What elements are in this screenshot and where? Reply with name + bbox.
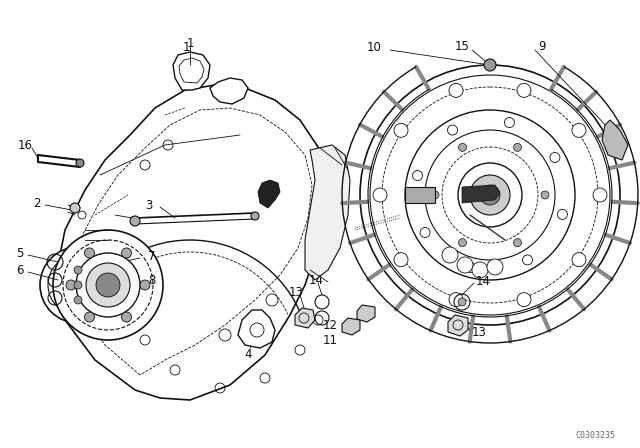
Circle shape bbox=[470, 175, 510, 215]
Circle shape bbox=[76, 159, 84, 167]
Circle shape bbox=[457, 257, 473, 273]
Text: 10: 10 bbox=[367, 40, 382, 53]
Circle shape bbox=[517, 293, 531, 306]
Circle shape bbox=[66, 280, 76, 290]
Circle shape bbox=[572, 253, 586, 267]
Polygon shape bbox=[258, 180, 280, 208]
Polygon shape bbox=[238, 310, 275, 348]
Circle shape bbox=[449, 83, 463, 97]
Circle shape bbox=[517, 83, 531, 97]
Text: 4: 4 bbox=[244, 348, 252, 361]
Circle shape bbox=[76, 253, 140, 317]
Circle shape bbox=[458, 163, 522, 227]
Text: 7: 7 bbox=[148, 250, 156, 263]
Circle shape bbox=[472, 262, 488, 278]
Circle shape bbox=[431, 191, 439, 199]
Circle shape bbox=[48, 255, 108, 315]
Text: 13: 13 bbox=[472, 326, 487, 339]
Text: 3: 3 bbox=[146, 198, 153, 211]
Circle shape bbox=[251, 212, 259, 220]
Circle shape bbox=[96, 273, 120, 297]
Text: C0303235: C0303235 bbox=[575, 431, 615, 439]
Circle shape bbox=[70, 203, 80, 213]
Circle shape bbox=[513, 239, 522, 247]
Text: 14: 14 bbox=[476, 275, 491, 288]
Polygon shape bbox=[342, 318, 360, 335]
Text: 5: 5 bbox=[16, 246, 24, 259]
Text: 8: 8 bbox=[148, 273, 156, 287]
Circle shape bbox=[122, 312, 131, 322]
Circle shape bbox=[122, 248, 131, 258]
Circle shape bbox=[572, 123, 586, 138]
Polygon shape bbox=[448, 315, 468, 336]
Circle shape bbox=[593, 188, 607, 202]
Circle shape bbox=[84, 248, 95, 258]
Circle shape bbox=[74, 281, 82, 289]
Circle shape bbox=[405, 110, 575, 280]
Circle shape bbox=[513, 143, 522, 151]
Polygon shape bbox=[462, 185, 500, 203]
Circle shape bbox=[130, 216, 140, 226]
Circle shape bbox=[458, 239, 467, 247]
Text: 16: 16 bbox=[17, 138, 33, 151]
Polygon shape bbox=[295, 308, 315, 328]
Circle shape bbox=[360, 65, 620, 325]
Text: 14: 14 bbox=[308, 273, 323, 287]
Polygon shape bbox=[305, 145, 350, 280]
Circle shape bbox=[442, 247, 458, 263]
Text: 1: 1 bbox=[186, 36, 194, 49]
Text: 6: 6 bbox=[16, 263, 24, 276]
Polygon shape bbox=[55, 85, 330, 400]
Circle shape bbox=[373, 188, 387, 202]
Circle shape bbox=[394, 123, 408, 138]
Circle shape bbox=[487, 259, 503, 275]
Circle shape bbox=[84, 312, 95, 322]
Text: 11: 11 bbox=[323, 333, 338, 346]
Text: 12: 12 bbox=[323, 319, 338, 332]
Polygon shape bbox=[173, 52, 210, 90]
Circle shape bbox=[480, 185, 500, 205]
Circle shape bbox=[458, 298, 466, 306]
Circle shape bbox=[458, 143, 467, 151]
Circle shape bbox=[449, 293, 463, 306]
Circle shape bbox=[86, 263, 130, 307]
Polygon shape bbox=[357, 305, 375, 322]
Polygon shape bbox=[602, 120, 628, 160]
Polygon shape bbox=[405, 187, 435, 203]
Circle shape bbox=[140, 280, 150, 290]
Text: 9: 9 bbox=[538, 39, 545, 52]
Circle shape bbox=[40, 247, 116, 323]
Text: 15: 15 bbox=[455, 39, 470, 52]
Circle shape bbox=[484, 59, 496, 71]
Text: 1: 1 bbox=[182, 40, 189, 53]
Circle shape bbox=[74, 266, 82, 274]
Circle shape bbox=[53, 230, 163, 340]
Circle shape bbox=[74, 296, 82, 304]
Polygon shape bbox=[210, 78, 248, 104]
Circle shape bbox=[394, 253, 408, 267]
Circle shape bbox=[541, 191, 549, 199]
Text: 2: 2 bbox=[33, 197, 41, 210]
Text: 13: 13 bbox=[289, 285, 303, 298]
